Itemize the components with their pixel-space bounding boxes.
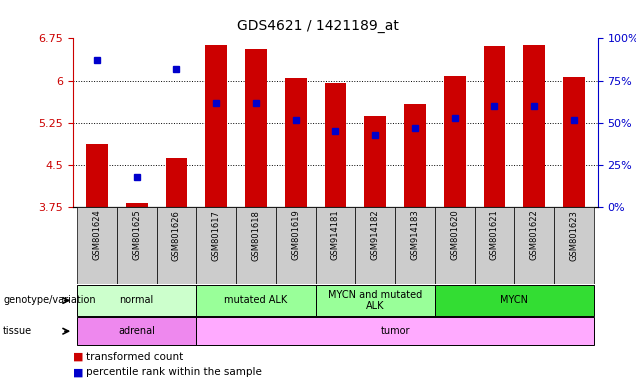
Bar — [364, 116, 386, 207]
Text: GSM801621: GSM801621 — [490, 210, 499, 260]
Bar — [483, 46, 506, 207]
Text: MYCN and mutated
ALK: MYCN and mutated ALK — [328, 290, 422, 311]
Text: ■: ■ — [73, 352, 84, 362]
Text: GSM801617: GSM801617 — [212, 210, 221, 260]
Bar — [435, 285, 594, 316]
Bar — [77, 317, 197, 345]
Text: GSM801624: GSM801624 — [92, 210, 102, 260]
Bar — [197, 207, 236, 284]
Bar — [523, 45, 545, 207]
Text: GSM914182: GSM914182 — [371, 210, 380, 260]
Bar — [77, 207, 117, 284]
Text: tumor: tumor — [380, 326, 410, 336]
Text: GSM801620: GSM801620 — [450, 210, 459, 260]
Bar — [197, 285, 315, 316]
Bar — [315, 285, 435, 316]
Bar — [563, 77, 585, 207]
Text: GSM801622: GSM801622 — [530, 210, 539, 260]
Bar — [126, 204, 148, 207]
Bar — [474, 207, 515, 284]
Bar — [404, 104, 426, 207]
Bar — [515, 207, 554, 284]
Bar — [156, 207, 197, 284]
Bar — [117, 207, 156, 284]
Bar — [356, 207, 395, 284]
Bar — [86, 144, 108, 207]
Bar — [205, 45, 227, 207]
Bar — [285, 78, 307, 207]
Text: normal: normal — [120, 295, 154, 306]
Bar — [197, 317, 594, 345]
Bar — [444, 76, 466, 207]
Bar — [245, 48, 267, 207]
Text: tissue: tissue — [3, 326, 32, 336]
Bar — [435, 207, 474, 284]
Bar — [324, 83, 347, 207]
Text: GSM801618: GSM801618 — [251, 210, 261, 260]
Text: GSM914183: GSM914183 — [410, 210, 420, 260]
Text: GDS4621 / 1421189_at: GDS4621 / 1421189_at — [237, 19, 399, 33]
Text: mutated ALK: mutated ALK — [225, 295, 287, 306]
Bar — [395, 207, 435, 284]
Text: GSM801619: GSM801619 — [291, 210, 300, 260]
Text: MYCN: MYCN — [501, 295, 529, 306]
Bar — [236, 207, 276, 284]
Text: transformed count: transformed count — [86, 352, 183, 362]
Text: adrenal: adrenal — [118, 326, 155, 336]
Bar — [77, 285, 197, 316]
Text: genotype/variation: genotype/variation — [3, 295, 96, 306]
Text: GSM801623: GSM801623 — [569, 210, 579, 260]
Text: percentile rank within the sample: percentile rank within the sample — [86, 367, 262, 377]
Text: GSM914181: GSM914181 — [331, 210, 340, 260]
Bar — [315, 207, 356, 284]
Bar — [165, 158, 188, 207]
Text: ■: ■ — [73, 367, 84, 377]
Text: GSM801625: GSM801625 — [132, 210, 141, 260]
Bar — [554, 207, 594, 284]
Text: GSM801626: GSM801626 — [172, 210, 181, 260]
Bar — [276, 207, 315, 284]
